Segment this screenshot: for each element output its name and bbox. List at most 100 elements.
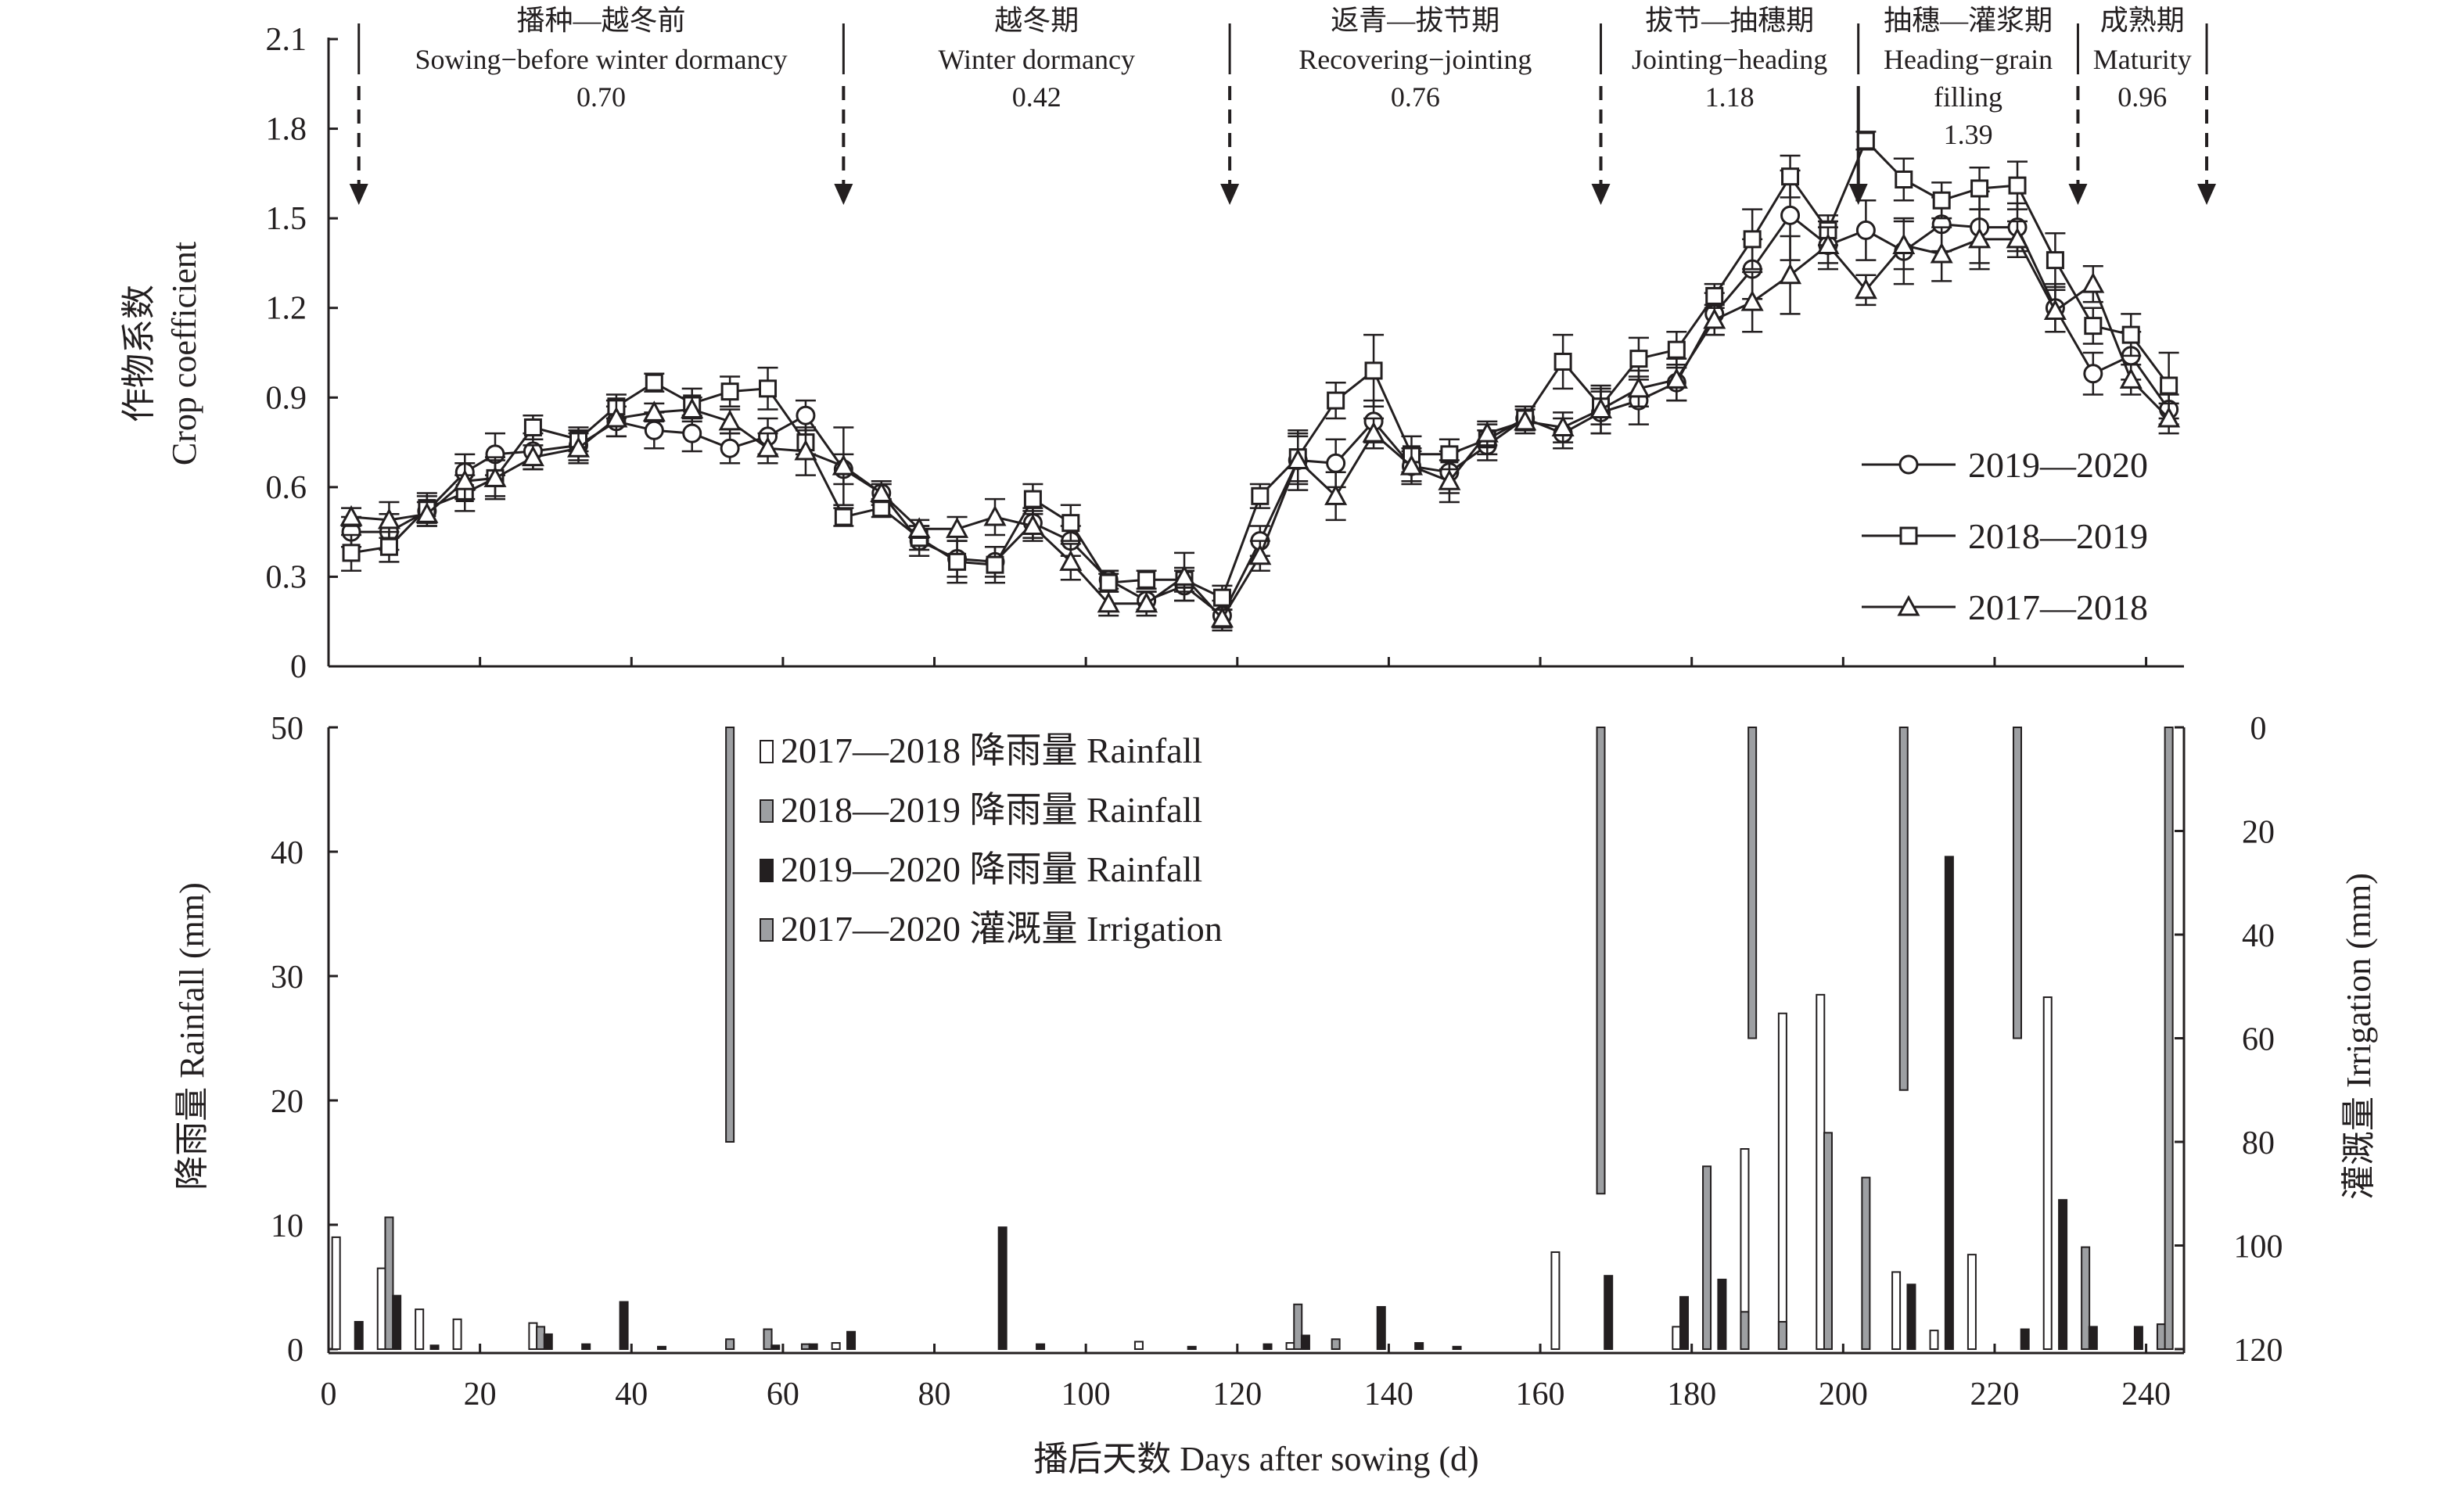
irrigation-bar	[1898, 727, 1909, 1091]
rainfall-bar	[1376, 1305, 1386, 1350]
data-point	[342, 544, 361, 562]
rainfall-bar	[1929, 1330, 1939, 1351]
x-tick-label: 220	[1970, 1377, 2019, 1412]
rainfall-bar	[1777, 1012, 1787, 1350]
legend-swatch	[760, 799, 774, 823]
rainfall-bar	[354, 1321, 364, 1351]
data-point	[946, 517, 969, 538]
legend-label: 2019—2020 降雨量 Rainfall	[781, 849, 1202, 889]
rainfall-bar	[1944, 856, 1954, 1350]
legend-label: 2017—2018	[1968, 587, 2148, 627]
irrigation-bar	[2013, 727, 2023, 1039]
data-point	[1173, 565, 1196, 586]
legend-label: 2017—2018 降雨量 Rainfall	[781, 730, 1202, 770]
data-point	[377, 508, 400, 529]
data-point	[720, 382, 739, 401]
data-point	[2081, 272, 2105, 293]
x-tick-label: 180	[1667, 1377, 1716, 1412]
rainfall-bar	[429, 1344, 440, 1350]
data-point	[1780, 205, 1801, 225]
data-point	[718, 409, 742, 431]
top-y-tick-label: 2.1	[266, 22, 307, 58]
stage-arrow-head	[834, 184, 853, 205]
rainfall-bar	[808, 1343, 818, 1351]
stage-arrow-head	[1220, 184, 1240, 205]
rainfall-bar	[384, 1216, 394, 1350]
rainfall-bar	[415, 1308, 425, 1350]
stage-label-en: Sowing−before winter dormancy	[415, 44, 787, 75]
legend-swatch	[760, 740, 774, 763]
legend-marker	[1897, 594, 1920, 616]
rainfall-series	[331, 993, 2166, 1351]
stage-arrow-head	[2197, 184, 2217, 205]
rainfall-bar	[2088, 1326, 2098, 1351]
rainfall-bar	[1293, 1303, 1303, 1351]
rain-y-tick-label: 0	[287, 1333, 304, 1369]
rainfall-bar	[581, 1343, 591, 1351]
stage-label-en: Maturity	[2093, 44, 2192, 75]
data-point	[1855, 220, 1876, 240]
stage-label-zh: 拔节—抽穗期	[1645, 5, 1814, 36]
x-tick-label: 240	[2121, 1377, 2171, 1412]
rainfall-bar	[543, 1333, 553, 1351]
data-point	[1362, 421, 1385, 443]
rainfall-bar	[1702, 1165, 1712, 1351]
rainfall-bar	[392, 1294, 402, 1351]
data-point	[948, 552, 967, 571]
rain-y-tick-label: 20	[271, 1084, 304, 1120]
data-point	[756, 436, 780, 458]
irrigation-y-tick-label: 0	[2250, 711, 2267, 747]
top-y-tick-label: 1.8	[266, 112, 307, 148]
rain-y-tick-label: 50	[271, 711, 304, 747]
rainfall-bar	[1263, 1343, 1273, 1351]
irrigation-y-tick-label: 60	[2242, 1022, 2275, 1058]
data-point	[453, 469, 476, 490]
rainfall-bar	[997, 1226, 1008, 1351]
data-point	[796, 405, 816, 425]
x-tick-label: 200	[1819, 1377, 1868, 1412]
data-point	[1099, 573, 1118, 592]
data-point	[759, 379, 778, 398]
legend-label: 2017—2020 灌溉量 Irrigation	[781, 909, 1223, 949]
rainfall-bar	[1036, 1343, 1046, 1351]
rainfall-bar	[1414, 1342, 1424, 1351]
data-point	[870, 481, 893, 502]
rainfall-bar	[800, 1343, 810, 1351]
irrigation-bar	[1747, 727, 1758, 1039]
data-point	[1895, 170, 1913, 188]
x-tick-label: 120	[1212, 1377, 1262, 1412]
data-point	[645, 373, 663, 392]
rainfall-bar	[846, 1330, 857, 1350]
data-point	[642, 400, 666, 422]
rainfall-bar	[2081, 1246, 2091, 1350]
stage-label-en: Jointing−heading	[1632, 44, 1827, 75]
data-point	[1589, 397, 1613, 419]
x-tick-label: 60	[767, 1377, 799, 1412]
rainfall-bar	[619, 1301, 629, 1350]
stage-label-zh: 播种—越冬前	[517, 5, 686, 36]
data-point	[1251, 486, 1270, 505]
rainfall-bar	[1285, 1342, 1295, 1351]
data-point	[1665, 368, 1688, 389]
irrigation-bar	[2164, 727, 2174, 1350]
top-ylabel-en: Crop coefficient	[165, 242, 203, 465]
data-point	[1364, 361, 1383, 380]
irrigation-y-tick-label: 40	[2242, 918, 2275, 954]
data-point	[644, 420, 664, 440]
stage-label-zh: 越冬期	[994, 5, 1079, 36]
rainfall-bar	[1550, 1251, 1561, 1350]
rainfall-bar	[1823, 1132, 1833, 1350]
rainfall-bar	[1133, 1341, 1144, 1350]
rainfall-bar	[2156, 1323, 2166, 1350]
legend-swatch	[760, 859, 774, 882]
data-point	[2084, 317, 2103, 336]
legend-swatch	[760, 918, 774, 942]
data-point	[1248, 544, 1272, 565]
data-point	[1286, 448, 1309, 469]
rainfall-bar	[1717, 1278, 1727, 1350]
x-axis-title: 播后天数 Days after sowing (d)	[1033, 1440, 1478, 1478]
rainfall-bar	[770, 1344, 781, 1350]
data-point	[1438, 469, 1461, 490]
rainfall-bar	[2058, 1199, 2068, 1350]
data-point	[605, 406, 628, 428]
